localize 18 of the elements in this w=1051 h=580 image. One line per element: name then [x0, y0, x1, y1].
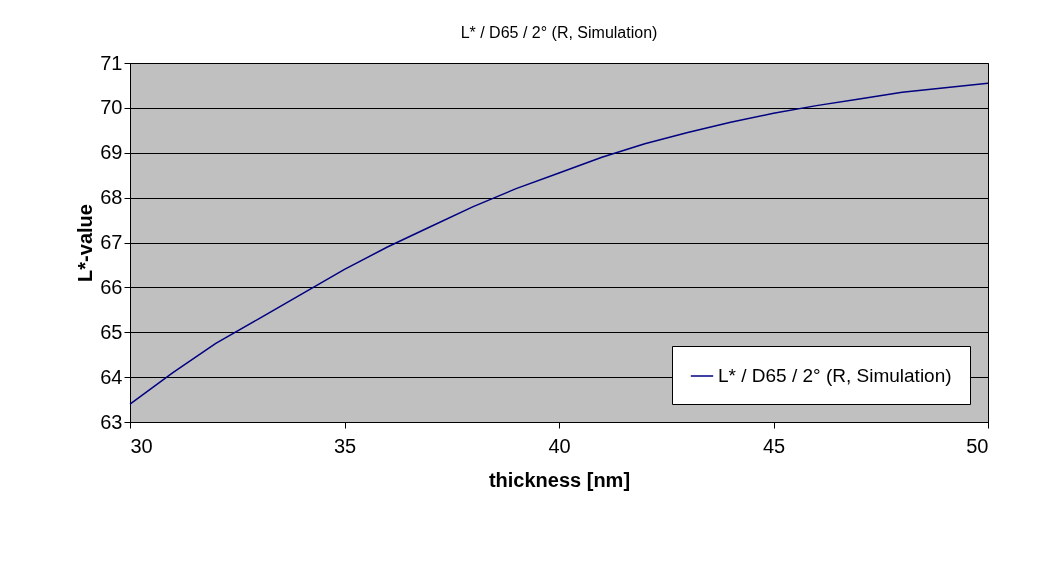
y-tick-label: 71 — [100, 51, 123, 74]
y-axis-title: L*-value — [74, 204, 97, 282]
y-tick-label: 66 — [100, 275, 123, 298]
y-tick-label: 70 — [100, 96, 123, 119]
chart-title: L* / D65 / 2° (R, Simulation) — [460, 24, 658, 41]
y-tick-label: 65 — [100, 320, 123, 343]
x-axis-title: thickness [nm] — [488, 468, 631, 491]
x-tick-label: 40 — [548, 434, 571, 457]
x-tick-label: 50 — [966, 434, 989, 457]
y-tick-label: 64 — [100, 365, 123, 388]
x-tick-label: 35 — [333, 434, 357, 457]
x-tick-label: 45 — [762, 434, 786, 457]
x-tick-label: 30 — [130, 434, 153, 457]
y-tick-label: 68 — [100, 186, 123, 209]
y-tick-label: 69 — [100, 141, 123, 164]
legend-label: L* / D65 / 2° (R, Simulation) — [718, 365, 952, 386]
y-tick-label: 63 — [100, 410, 123, 433]
y-tick-label: 67 — [100, 231, 123, 253]
